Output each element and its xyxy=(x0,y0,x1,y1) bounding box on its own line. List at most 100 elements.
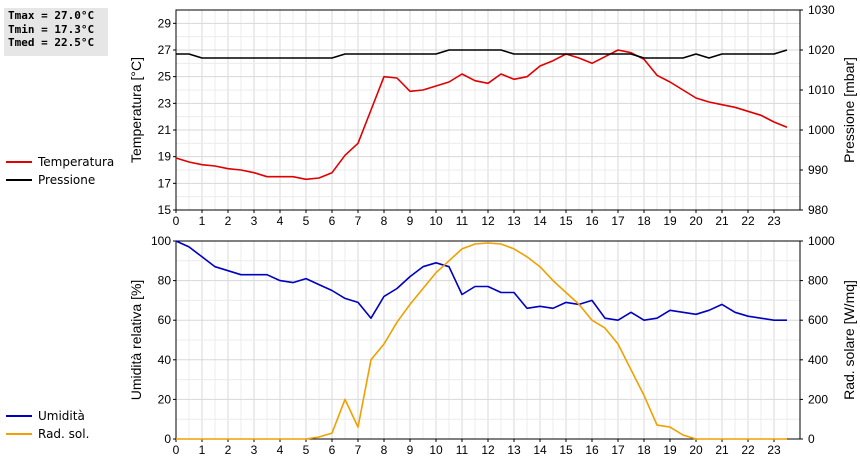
x-tick-label: 9 xyxy=(407,443,414,457)
x-tick-label: 3 xyxy=(251,214,258,228)
legend-bottom: Umidità Rad. sol. xyxy=(6,407,89,443)
x-tick-label: 0 xyxy=(173,443,180,457)
x-tick-label: 5 xyxy=(303,443,310,457)
x-tick-label: 1 xyxy=(199,214,206,228)
x-tick-label: 17 xyxy=(611,443,625,457)
y-axis-title: Temperatura [°C] xyxy=(128,57,144,163)
y2-tick-label: 990 xyxy=(808,163,828,177)
x-tick-label: 11 xyxy=(456,214,469,228)
y2-tick-label: 1000 xyxy=(808,234,835,248)
y2-tick-label: 980 xyxy=(808,203,828,217)
x-tick-label: 1 xyxy=(199,443,206,457)
x-tick-label: 6 xyxy=(329,443,336,457)
x-tick-label: 8 xyxy=(381,443,388,457)
x-tick-label: 14 xyxy=(533,214,547,228)
y2-tick-label: 400 xyxy=(808,353,828,367)
x-tick-label: 0 xyxy=(173,214,180,228)
x-tick-label: 17 xyxy=(611,214,625,228)
x-tick-label: 22 xyxy=(741,443,755,457)
chart-panel-1: 0 1 2 3 4 5 6 7 8 9 10 11 12 13 14 15 16 17 18 19 20 21 22 2315… xyxy=(128,3,857,228)
y-tick-label: 0 xyxy=(164,432,171,446)
y-tick-label: 60 xyxy=(158,313,172,327)
tmin-label: Tmin = 17.3°C xyxy=(8,22,95,36)
x-tick-label: 14 xyxy=(533,443,547,457)
y2-tick-label: 200 xyxy=(808,392,828,406)
y-tick-label: 100 xyxy=(151,234,171,248)
legend-item-umidita: Umidità xyxy=(6,407,89,425)
y-tick-label: 29 xyxy=(158,16,172,30)
legend-label-temperatura: Temperatura xyxy=(38,155,115,169)
y2-axis-title: Pressione [mbar] xyxy=(841,57,857,163)
x-tick-label: 23 xyxy=(767,443,781,457)
x-tick-label: 9 xyxy=(407,214,414,228)
y-tick-label: 80 xyxy=(158,274,172,288)
x-tick-label: 13 xyxy=(507,443,521,457)
x-tick-label: 16 xyxy=(585,214,599,228)
x-tick-label: 3 xyxy=(251,443,258,457)
x-tick-label: 2 xyxy=(225,443,232,457)
x-tick-label: 19 xyxy=(663,214,677,228)
x-tick-label: 18 xyxy=(637,443,651,457)
series-line-temperatura xyxy=(175,49,788,181)
series-line-umidit xyxy=(175,240,787,322)
x-tick-label: 7 xyxy=(355,214,362,228)
y-tick-label: 19 xyxy=(158,150,172,164)
x-tick-label: 10 xyxy=(429,214,443,228)
x-tick-label: 20 xyxy=(689,214,703,228)
x-tick-label: 4 xyxy=(277,214,284,228)
y-tick-label: 25 xyxy=(158,70,172,84)
legend-item-rad-sol: Rad. sol. xyxy=(6,425,89,443)
legend-label-rad-sol: Rad. sol. xyxy=(38,427,90,441)
y-tick-label: 40 xyxy=(158,353,172,367)
stats-box: Tmax = 27.0°C Tmin = 17.3°C Tmed = 22.5°… xyxy=(4,8,108,56)
y2-tick-label: 0 xyxy=(808,432,815,446)
x-tick-label: 12 xyxy=(481,443,495,457)
x-tick-label: 21 xyxy=(715,214,729,228)
x-tick-label: 11 xyxy=(456,443,469,457)
y-tick-label: 20 xyxy=(158,392,172,406)
tmax-label: Tmax = 27.0°C xyxy=(8,9,95,22)
x-tick-label: 16 xyxy=(585,443,599,457)
y-axis-title: Umidità relativa [%] xyxy=(128,280,144,401)
legend-swatch-temperatura xyxy=(6,161,32,163)
legend-item-pressione: Pressione xyxy=(6,171,114,189)
chart-panel-2: 0 1 2 3 4 5 6 7 8 9 10 11 12 13 14 15 16 17 18 19 20 21 22 2302… xyxy=(128,234,857,457)
x-tick-label: 22 xyxy=(741,214,755,228)
x-tick-label: 5 xyxy=(303,214,310,228)
y-tick-label: 27 xyxy=(158,43,172,57)
y-tick-label: 17 xyxy=(158,176,172,190)
y2-tick-label: 1010 xyxy=(808,83,835,97)
series-line-rad-sol xyxy=(176,242,787,440)
legend-item-temperatura: Temperatura xyxy=(6,153,114,171)
x-tick-label: 15 xyxy=(559,443,573,457)
x-tick-label: 15 xyxy=(559,214,573,228)
x-tick-label: 23 xyxy=(767,214,781,228)
x-tick-label: 12 xyxy=(481,214,495,228)
y-tick-label: 21 xyxy=(158,123,172,137)
y2-tick-label: 1030 xyxy=(808,3,835,17)
x-tick-label: 19 xyxy=(663,443,677,457)
x-tick-label: 21 xyxy=(715,443,729,457)
legend-swatch-umidita xyxy=(6,415,32,417)
y2-tick-label: 600 xyxy=(808,313,828,327)
legend-label-pressione: Pressione xyxy=(38,173,96,187)
x-tick-label: 4 xyxy=(277,443,284,457)
x-tick-label: 2 xyxy=(225,214,232,228)
legend-top: Temperatura Pressione xyxy=(6,153,114,189)
y-tick-label: 23 xyxy=(158,96,172,110)
legend-swatch-rad-sol xyxy=(6,433,32,435)
x-tick-label: 13 xyxy=(507,214,521,228)
tmed-label: Tmed = 22.5°C xyxy=(8,36,95,49)
legend-swatch-pressione xyxy=(6,179,32,181)
y2-axis-title: Rad. solare [W/mq] xyxy=(841,280,857,400)
y2-tick-label: 1000 xyxy=(808,123,835,137)
y-tick-label: 15 xyxy=(158,203,172,217)
x-tick-label: 7 xyxy=(355,443,362,457)
x-tick-label: 10 xyxy=(429,443,443,457)
y2-tick-label: 1020 xyxy=(808,43,835,57)
x-tick-label: 20 xyxy=(689,443,703,457)
legend-label-umidita: Umidità xyxy=(38,409,85,423)
y2-tick-label: 800 xyxy=(808,274,828,288)
series-line-pressione xyxy=(176,49,788,59)
